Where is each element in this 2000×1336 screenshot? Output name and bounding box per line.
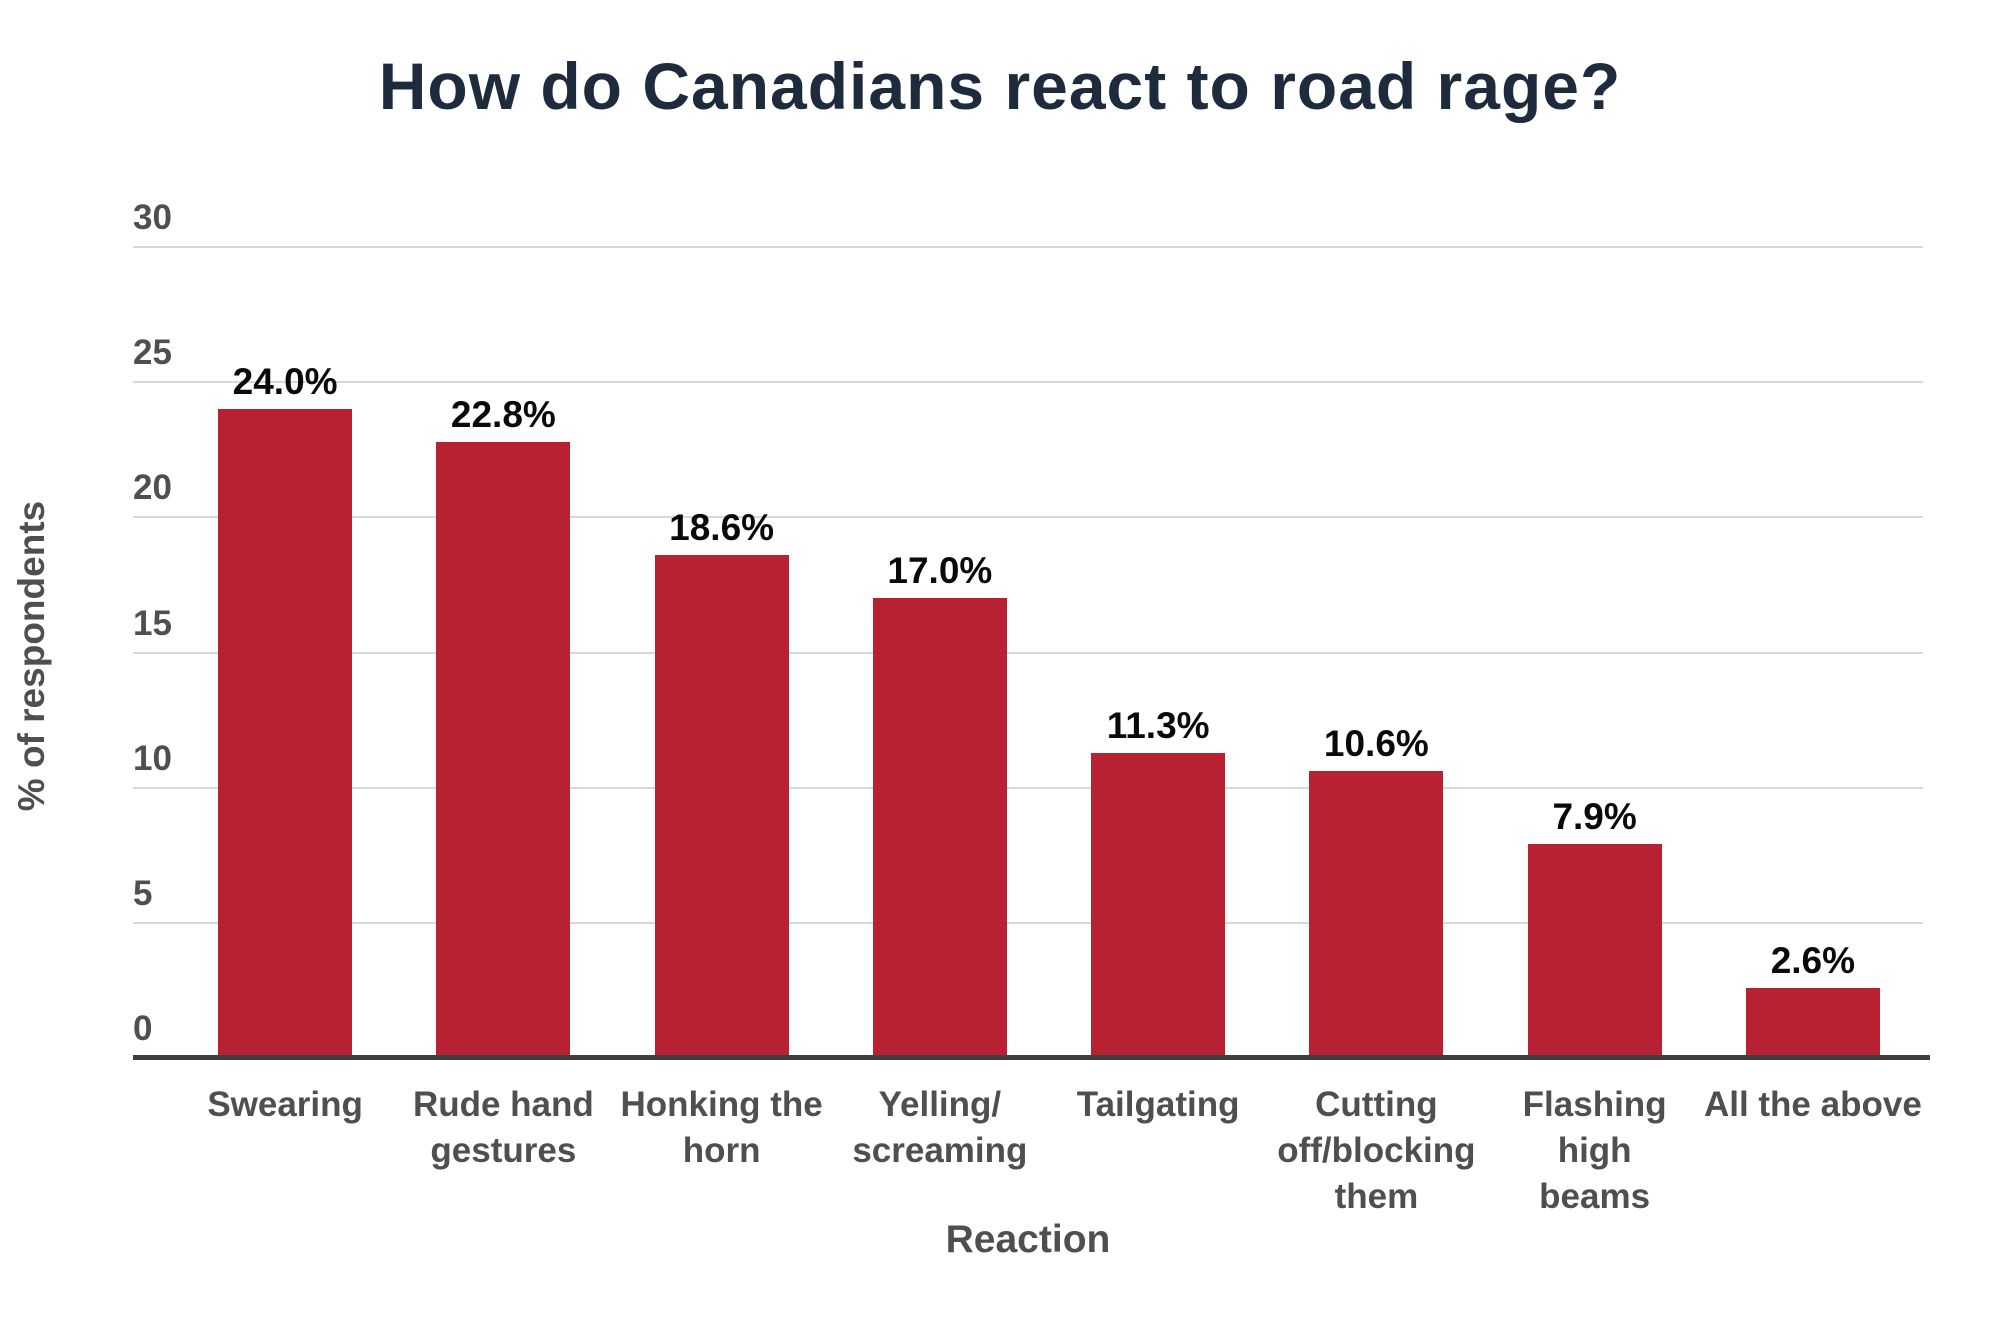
ytick-label-20: 20 xyxy=(133,468,172,508)
bar-value-label: 11.3% xyxy=(1106,704,1210,746)
x-axis-title: Reaction xyxy=(945,1218,1111,1261)
bar-column-2: 22.8% xyxy=(394,247,612,1058)
bar-value-label: 10.6% xyxy=(1323,723,1429,765)
ytick-label-5: 5 xyxy=(133,873,153,913)
x-category-label-1: Swearing xyxy=(207,1085,363,1124)
bar xyxy=(654,555,789,1058)
bar-column-3: 18.6% xyxy=(613,247,831,1058)
bar-value-label: 17.0% xyxy=(887,550,993,592)
x-category-label-7: Flashing high beams xyxy=(1522,1085,1667,1217)
bar-column-8: 2.6% xyxy=(1704,247,1922,1058)
gridline-y25 xyxy=(133,381,1923,384)
chart-title: How do Canadians react to road rage? xyxy=(378,49,1622,123)
bar-value-label: 2.6% xyxy=(1770,939,1856,981)
gridline-y30 xyxy=(133,246,1923,248)
plot-area: 0 5 10 15 20 25 30 xyxy=(133,200,1923,1058)
ytick-label-10: 10 xyxy=(133,738,172,778)
bar xyxy=(1527,844,1662,1058)
gridline-y15 xyxy=(133,651,1923,654)
bars-row: 24.0% 22.8% 18.6% 17.0% 11.3% 10.6% 7.9% 2.6% xyxy=(176,247,1922,1058)
ytick-label-25: 25 xyxy=(133,333,172,373)
bar-column-6: 10.6% xyxy=(1267,247,1485,1058)
bar xyxy=(1091,752,1226,1058)
bar xyxy=(436,441,571,1058)
bar-column-4: 17.0% xyxy=(831,247,1049,1058)
x-category-label-6: Cutting off/blocking them xyxy=(1277,1085,1476,1217)
bar-column-5: 11.3% xyxy=(1049,247,1267,1058)
bar xyxy=(1745,987,1880,1058)
ytick-label-30: 30 xyxy=(133,198,172,237)
bar xyxy=(872,598,1007,1058)
bar-column-7: 7.9% xyxy=(1486,247,1704,1058)
bar xyxy=(218,409,353,1058)
gridline-y10 xyxy=(133,786,1923,789)
x-category-label-2: Rude hand gestures xyxy=(412,1085,594,1171)
ytick-label-0: 0 xyxy=(133,1009,153,1048)
y-axis-title: % of respondents xyxy=(11,500,52,812)
x-category-labels: Swearing Rude hand gestures Honking the horn… xyxy=(176,1082,1922,1221)
bar-value-label: 24.0% xyxy=(232,361,338,403)
bar-value-label: 7.9% xyxy=(1552,796,1637,838)
x-axis-line xyxy=(133,1055,1930,1060)
bar-value-label: 22.8% xyxy=(450,393,556,435)
ytick-label-15: 15 xyxy=(133,603,172,643)
x-category-label-5: Tailgating xyxy=(1076,1085,1240,1124)
gridline-y20 xyxy=(133,516,1923,519)
x-category-label-3: Honking the horn xyxy=(620,1085,823,1171)
gridline-y5 xyxy=(133,921,1923,924)
x-category-label-4: Yelling/screaming xyxy=(852,1085,1028,1171)
x-category-label-8: All the above xyxy=(1703,1085,1922,1124)
bar-column-1: 24.0% xyxy=(176,247,394,1058)
bar-value-label: 18.6% xyxy=(669,507,775,549)
bar xyxy=(1309,771,1444,1058)
